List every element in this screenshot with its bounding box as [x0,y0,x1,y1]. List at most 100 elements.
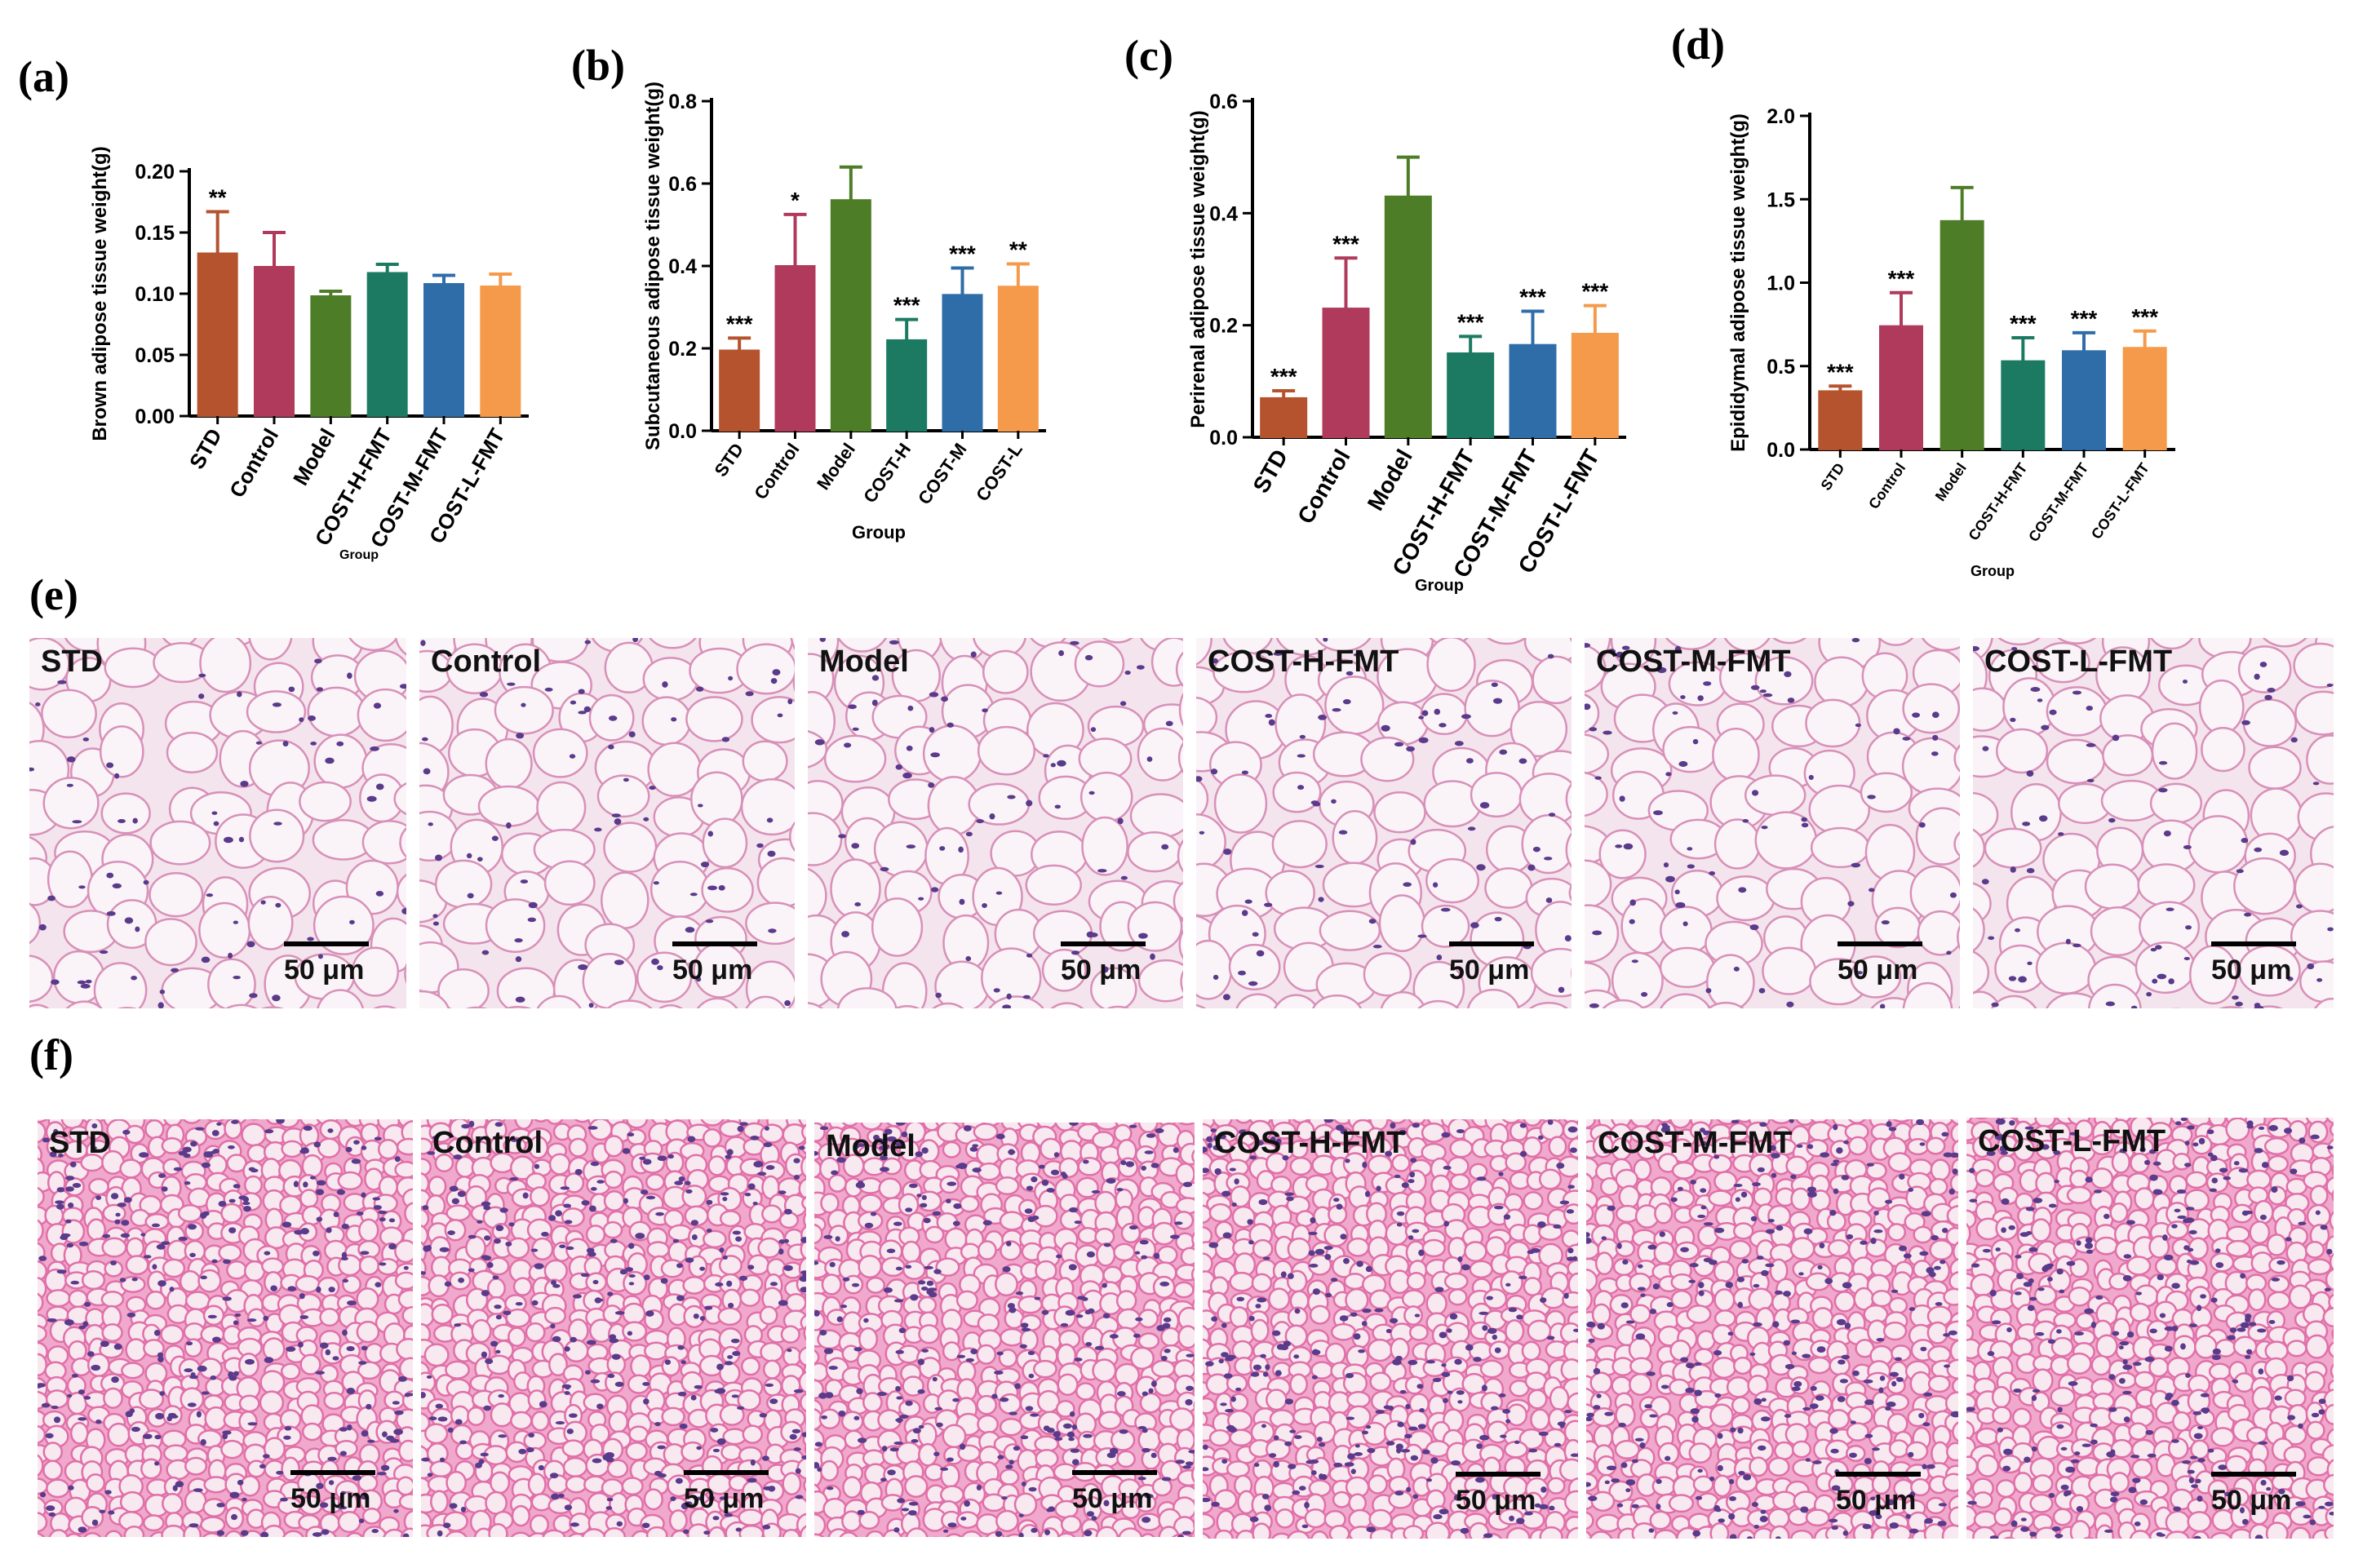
nucleus [1414,1313,1421,1318]
y-tick-label: 0.10 [135,283,175,306]
scale-bar [1456,1472,1541,1477]
nucleus [1473,1357,1482,1362]
nucleus [2057,832,2064,836]
nucleus [2232,995,2239,1000]
nucleus [326,1227,332,1234]
nucleus [155,1412,165,1420]
bar [997,286,1039,432]
nucleus [1142,1447,1150,1453]
bar [423,283,464,417]
adipocyte [29,955,54,1003]
nucleus [454,1419,463,1425]
nucleus [449,1503,458,1509]
adipocyte [543,860,596,906]
nucleus [672,1238,680,1243]
nucleus [1483,1533,1493,1539]
nucleus [1009,1411,1017,1415]
adipocyte [1753,1187,1773,1207]
tissue-texture [38,1119,413,1537]
adipocyte [1332,1490,1351,1508]
bar [2062,350,2106,450]
nucleus [793,1175,800,1180]
nucleus [1264,902,1273,907]
nucleus [45,1433,54,1439]
nucleus [426,1375,432,1379]
nucleus [2168,978,2174,985]
adipocyte [1115,1290,1137,1312]
adipocyte [995,1272,1018,1297]
nucleus [1784,671,1792,678]
adipocyte [299,1189,319,1208]
nucleus [1585,643,1591,648]
nucleus [307,937,314,941]
nucleus [495,1225,504,1232]
adipocyte [1137,727,1183,782]
nucleus [346,1424,352,1431]
nucleus [965,831,973,837]
nucleus [379,1262,387,1266]
adipocyte [1902,683,1960,734]
adipocyte [1867,1187,1891,1210]
nucleus [294,1229,304,1235]
nucleus [1031,1527,1038,1533]
nucleus [1231,1203,1237,1207]
nucleus [299,717,304,723]
nucleus [249,993,258,999]
nucleus [421,1392,426,1398]
nucleus [2259,662,2268,667]
nucleus [1141,1255,1148,1260]
nucleus [594,1298,604,1302]
nucleus [989,813,995,820]
nucleus [1406,1486,1412,1492]
adipocyte [1973,907,1985,952]
nucleus [242,1497,247,1502]
adipocyte [1328,1525,1350,1539]
nucleus [1027,1350,1035,1356]
panel-letter: (d) [1671,20,1725,69]
nucleus [735,1527,742,1532]
adipocyte [1785,1155,1809,1176]
nucleus [1362,1308,1372,1313]
adipocyte [397,1289,413,1310]
bar [2001,360,2046,450]
nucleus [835,1236,840,1242]
nucleus [154,1461,160,1466]
nucleus [233,1184,241,1189]
nucleus [1225,1408,1235,1413]
adipocyte [1953,744,1960,773]
adipocyte [645,1526,668,1537]
nucleus [1083,1159,1089,1164]
adipocyte [444,1219,467,1242]
adipocyte [568,1532,587,1537]
adipocyte [1226,1460,1251,1478]
adipocyte [2135,941,2196,994]
nucleus [772,669,781,676]
scale-bar [290,1470,375,1475]
nucleus [586,1340,596,1345]
adipocyte [2188,815,2249,874]
nucleus [508,1222,515,1227]
nucleus [2011,647,2018,651]
nucleus [1787,698,1795,703]
adipocyte [1158,1526,1180,1537]
nucleus [1697,695,1704,702]
adipocyte [2242,698,2297,747]
adipocyte [2248,746,2302,790]
adipocyte [38,1260,48,1282]
adipocyte [301,1154,323,1179]
nucleus [121,1220,130,1226]
nucleus [356,1211,364,1216]
nucleus [1493,1205,1504,1210]
panel-letter: (a) [18,52,69,101]
nucleus [570,1522,579,1527]
bar [774,265,816,432]
nucleus [382,1431,388,1437]
adipocyte [398,1357,413,1380]
nucleus [1071,950,1079,955]
adipocyte [281,1140,304,1158]
adipocyte [960,1530,982,1537]
nucleus [398,1375,407,1382]
nucleus [1044,1529,1051,1535]
nucleus [495,1314,502,1320]
nucleus [1001,1496,1008,1500]
